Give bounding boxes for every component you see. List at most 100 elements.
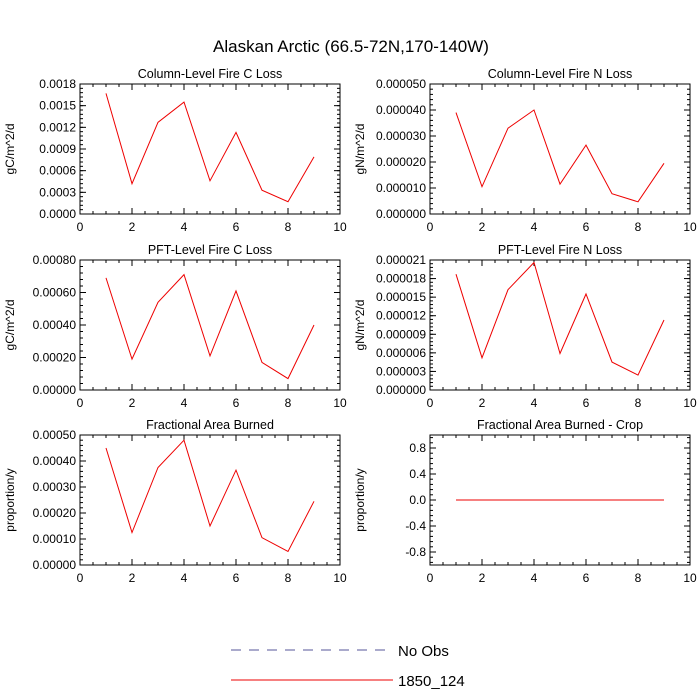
y-tick-label: 0.00030: [33, 480, 77, 494]
panel-6: Fractional Area Burned - Crop proportion/…: [353, 418, 697, 585]
y-axis-label: gC/m^2/d: [3, 300, 17, 351]
plot-frame: [79, 259, 341, 391]
y-tick-label: 0.0000: [39, 207, 76, 221]
y-tick-label: 0.000000: [376, 383, 426, 397]
panel-title: Column-Level Fire N Loss: [488, 67, 633, 81]
x-tick-label: 8: [285, 220, 292, 234]
x-tick-label: 4: [531, 571, 538, 585]
y-tick-label: 0.00040: [33, 454, 77, 468]
y-axis-label: proportion/y: [3, 468, 17, 531]
panel-title: Fractional Area Burned - Crop: [477, 418, 643, 432]
panel-title: Fractional Area Burned: [146, 418, 274, 432]
y-tick-label: 0.0012: [39, 120, 76, 134]
figure-title: Alaskan Arctic (66.5-72N,170-140W): [213, 37, 489, 56]
y-tick-label: 0.00020: [33, 351, 77, 365]
y-tick-label: 0.000021: [376, 253, 426, 267]
panel-4: PFT-Level Fire N Loss gN/m^2/d 0 2 4 6 8 10 0.00…: [353, 243, 697, 410]
x-tick-label: 0: [427, 571, 434, 585]
y-tick-label: 0.00050: [33, 428, 77, 442]
y-tick-label: 0.00000: [33, 558, 77, 572]
x-tick-label: 10: [333, 396, 347, 410]
x-tick-label: 10: [333, 220, 347, 234]
x-tick-label: 8: [635, 220, 642, 234]
x-tick-label: 0: [77, 571, 84, 585]
panel-title: Column-Level Fire C Loss: [138, 67, 283, 81]
x-tick-label: 0: [77, 220, 84, 234]
x-tick-label: 10: [683, 396, 697, 410]
x-tick-label: 2: [479, 396, 486, 410]
series-line: [105, 273, 315, 380]
y-tick-label: 0.000015: [376, 290, 426, 304]
x-tick-label: 0: [427, 396, 434, 410]
panel-5: Fractional Area Burned proportion/y 0 2 4 6 8 1…: [3, 418, 347, 585]
x-tick-label: 8: [285, 571, 292, 585]
x-tick-label: 8: [635, 571, 642, 585]
x-tick-label: 2: [129, 571, 136, 585]
series-line: [455, 109, 665, 203]
x-tick-label: 10: [683, 571, 697, 585]
y-tick-label: -0.8: [405, 545, 426, 559]
y-tick-label: 0.0003: [39, 185, 76, 199]
panel-1: Column-Level Fire C Loss gC/m^2/d 0 2 4 6 8 10 0…: [3, 67, 347, 234]
y-tick-label: 0.000040: [376, 103, 426, 117]
y-axis-label: proportion/y: [353, 468, 367, 531]
panels: Column-Level Fire C Loss gC/m^2/d 0 2 4 6 8 10 0…: [3, 67, 697, 585]
y-tick-label: 0.0015: [39, 99, 76, 113]
y-tick-label: 0.00080: [33, 253, 77, 267]
y-tick-label: 0.000050: [376, 77, 426, 91]
x-tick-label: 6: [583, 396, 590, 410]
x-tick-label: 4: [181, 396, 188, 410]
y-axis-label: gN/m^2/d: [353, 124, 367, 175]
x-tick-label: 2: [129, 220, 136, 234]
x-tick-label: 6: [583, 220, 590, 234]
x-tick-label: 2: [479, 220, 486, 234]
y-tick-label: 0.00060: [33, 286, 77, 300]
y-tick-label: 0.00000: [33, 383, 77, 397]
y-tick-label: 0.000006: [376, 346, 426, 360]
panel-title: PFT-Level Fire N Loss: [498, 243, 622, 257]
x-tick-label: 4: [531, 396, 538, 410]
y-tick-label: 0.000012: [376, 309, 426, 323]
y-tick-label: 0.00040: [33, 318, 77, 332]
y-tick-label: 0.0009: [39, 142, 76, 156]
y-tick-label: 0.00020: [33, 506, 77, 520]
x-tick-label: 4: [531, 220, 538, 234]
x-tick-label: 2: [479, 571, 486, 585]
panel-3: PFT-Level Fire C Loss gC/m^2/d 0 2 4 6 8 10 0.00…: [3, 243, 347, 410]
x-tick-label: 10: [333, 571, 347, 585]
y-tick-label: 0.4: [409, 467, 426, 481]
x-tick-label: 10: [683, 220, 697, 234]
x-tick-label: 6: [233, 220, 240, 234]
x-tick-label: 6: [583, 571, 590, 585]
x-tick-label: 4: [181, 571, 188, 585]
x-tick-label: 0: [427, 220, 434, 234]
y-tick-label: 0.0006: [39, 164, 76, 178]
x-tick-label: 4: [181, 220, 188, 234]
legend-label-1850-124: 1850_124: [398, 673, 465, 690]
series-line: [455, 261, 665, 376]
x-tick-label: 8: [635, 396, 642, 410]
y-tick-label: 0.00010: [33, 532, 77, 546]
x-tick-label: 0: [77, 396, 84, 410]
series-line: [105, 93, 315, 203]
panel-2: Column-Level Fire N Loss gN/m^2/d 0 2 4 6 8 10 0…: [353, 67, 697, 234]
y-tick-label: 0.000030: [376, 129, 426, 143]
plot-frame: [429, 259, 691, 391]
y-tick-label: 0.000018: [376, 272, 426, 286]
legend-label-no-obs: No Obs: [398, 643, 449, 660]
y-tick-label: 0.000000: [376, 207, 426, 221]
y-tick-label: 0.8: [409, 441, 426, 455]
panel-title: PFT-Level Fire C Loss: [148, 243, 272, 257]
legend: No Obs 1850_124: [231, 643, 465, 690]
y-tick-label: 0.0018: [39, 77, 76, 91]
y-tick-label: 0.000010: [376, 181, 426, 195]
x-tick-label: 8: [285, 396, 292, 410]
y-tick-label: 0.000009: [376, 327, 426, 341]
y-axis-label: gC/m^2/d: [3, 124, 17, 175]
x-tick-label: 2: [129, 396, 136, 410]
plot-frame: [79, 83, 341, 215]
plot-frame: [79, 434, 341, 566]
x-tick-label: 6: [233, 396, 240, 410]
x-tick-label: 6: [233, 571, 240, 585]
